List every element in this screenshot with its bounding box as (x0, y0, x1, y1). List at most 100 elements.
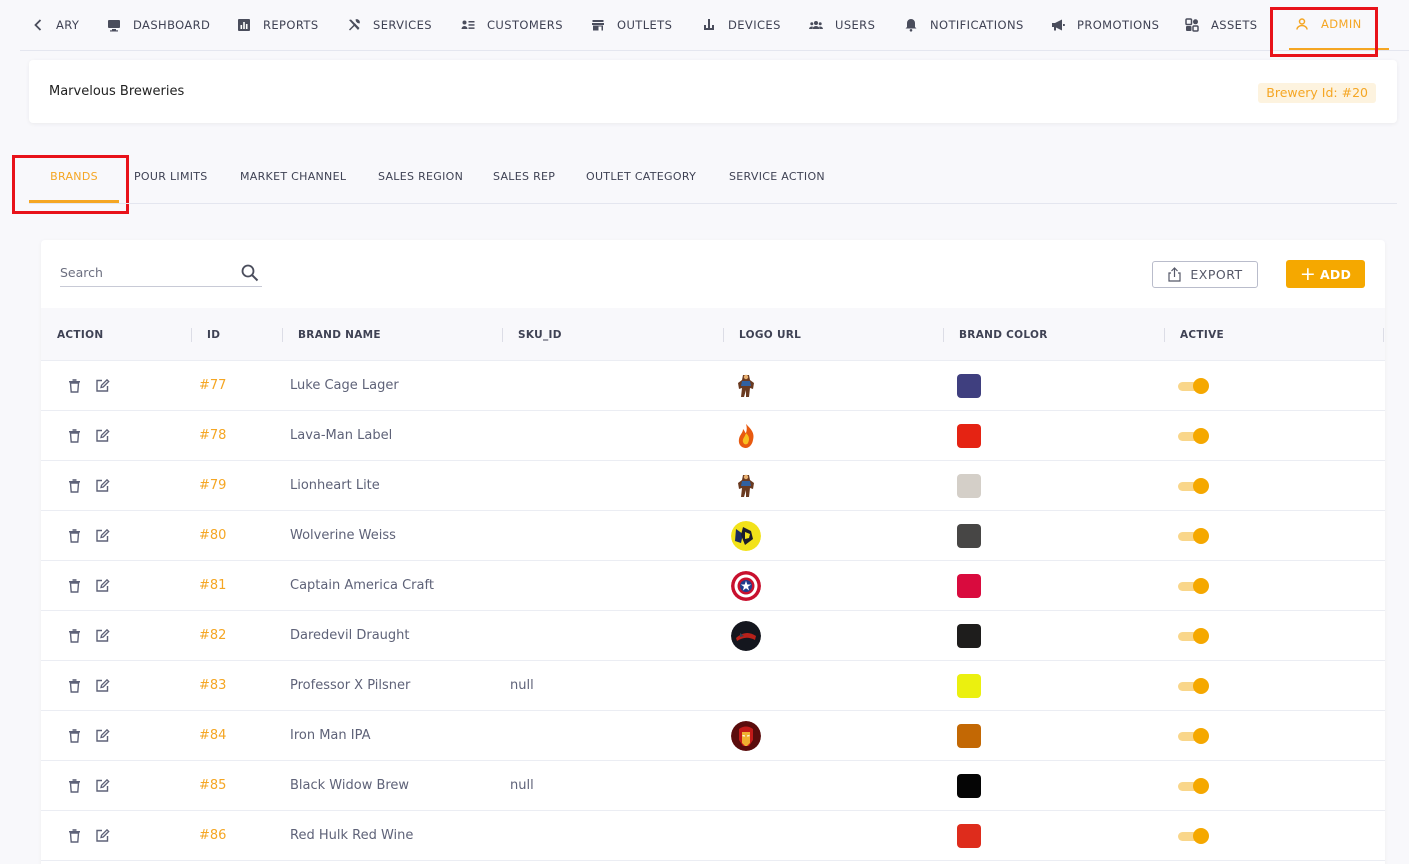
edit-icon[interactable] (95, 778, 110, 793)
table-row[interactable]: #78 Lava-Man Label (41, 411, 1385, 461)
table-row[interactable]: #85 Black Widow Brew null (41, 761, 1385, 811)
column-header-brand-name[interactable]: BRAND NAME (298, 328, 381, 341)
nav-item-services[interactable]: SERVICES (347, 0, 432, 50)
tab-pour-limits[interactable]: POUR LIMITS (134, 170, 208, 183)
megaphone-icon (1052, 19, 1065, 31)
active-toggle[interactable] (1178, 677, 1210, 694)
brand-id[interactable]: #84 (199, 728, 227, 743)
brand-color-swatch (957, 623, 981, 648)
share-export-icon (1168, 267, 1181, 282)
column-header-id[interactable]: ID (207, 328, 221, 341)
brand-id[interactable]: #82 (199, 628, 227, 643)
edit-icon[interactable] (95, 728, 110, 743)
active-toggle[interactable] (1178, 777, 1210, 794)
brand-id[interactable]: #83 (199, 678, 227, 693)
edit-icon[interactable] (95, 628, 110, 643)
active-toggle[interactable] (1178, 727, 1210, 744)
nav-item-library[interactable]: ARY (56, 18, 80, 32)
brand-id[interactable]: #81 (199, 578, 227, 593)
admin-subtabs: BRANDS POUR LIMITS MARKET CHANNEL SALES … (29, 150, 1397, 204)
active-toggle-cell (1178, 561, 1210, 610)
search-icon[interactable] (240, 263, 260, 283)
brand-logo-cell (731, 411, 761, 460)
nav-item-admin[interactable]: ADMIN (1289, 0, 1389, 50)
trash-icon[interactable] (67, 378, 82, 393)
search-input[interactable] (60, 260, 230, 285)
nav-item-customers[interactable]: CUSTOMERS (461, 0, 563, 50)
brand-name: Red Hulk Red Wine (290, 828, 414, 843)
nav-item-promotions[interactable]: PROMOTIONS (1051, 0, 1159, 50)
brand-logo (731, 570, 761, 601)
active-toggle[interactable] (1178, 827, 1210, 844)
trash-icon[interactable] (67, 678, 82, 693)
brand-id[interactable]: #85 (199, 778, 227, 793)
nav-item-notifications[interactable]: NOTIFICATIONS (904, 0, 1024, 50)
row-actions (67, 361, 110, 410)
trash-icon[interactable] (67, 578, 82, 593)
nav-item-reports[interactable]: REPORTS (237, 0, 319, 50)
column-divider (191, 328, 192, 342)
edit-icon[interactable] (95, 678, 110, 693)
trash-icon[interactable] (67, 428, 82, 443)
edit-icon[interactable] (95, 428, 110, 443)
chevron-left-icon[interactable] (30, 17, 46, 33)
nav-item-devices[interactable]: DEVICES (702, 0, 781, 50)
tab-market-channel[interactable]: MARKET CHANNEL (240, 170, 347, 183)
brand-logo-cell (731, 461, 761, 510)
trash-icon[interactable] (67, 778, 82, 793)
active-toggle[interactable] (1178, 527, 1210, 544)
brand-id[interactable]: #77 (199, 378, 227, 393)
table-row[interactable]: #80 Wolverine Weiss (41, 511, 1385, 561)
active-toggle[interactable] (1178, 427, 1210, 444)
table-row[interactable]: #81 Captain America Craft (41, 561, 1385, 611)
add-brand-button[interactable]: + ADD (1286, 260, 1365, 288)
brand-name: Lionheart Lite (290, 478, 380, 493)
active-toggle[interactable] (1178, 627, 1210, 644)
trash-icon[interactable] (67, 528, 82, 543)
active-toggle[interactable] (1178, 477, 1210, 494)
trash-icon[interactable] (67, 628, 82, 643)
table-row[interactable]: #83 Professor X Pilsner null (41, 661, 1385, 711)
tab-brands[interactable]: BRANDS (50, 170, 98, 183)
active-toggle[interactable] (1178, 377, 1210, 394)
brewery-header-card: Marvelous Breweries Brewery Id: #20 (29, 60, 1397, 123)
active-toggle[interactable] (1178, 577, 1210, 594)
table-row[interactable]: #84 Iron Man IPA (41, 711, 1385, 761)
table-row[interactable]: #77 Luke Cage Lager (41, 361, 1385, 411)
edit-icon[interactable] (95, 828, 110, 843)
edit-icon[interactable] (95, 378, 110, 393)
brand-id[interactable]: #78 (199, 428, 227, 443)
tab-sales-rep[interactable]: SALES REP (493, 170, 556, 183)
trash-icon[interactable] (67, 828, 82, 843)
table-row[interactable]: #82 Daredevil Draught (41, 611, 1385, 661)
brand-id[interactable]: #79 (199, 478, 227, 493)
column-header-logo-url[interactable]: LOGO URL (739, 328, 802, 341)
brand-logo-cell (731, 561, 761, 610)
column-header-brand-color[interactable]: BRAND COLOR (959, 328, 1048, 341)
column-header-action[interactable]: ACTION (57, 328, 104, 341)
nav-item-assets[interactable]: ASSETS (1185, 0, 1257, 50)
column-header-sku-id[interactable]: SKU_ID (518, 328, 562, 341)
nav-item-users[interactable]: USERS (809, 0, 875, 50)
trash-icon[interactable] (67, 728, 82, 743)
bar-chart-icon (238, 19, 250, 31)
active-toggle-cell (1178, 711, 1210, 760)
row-actions (67, 661, 110, 710)
edit-icon[interactable] (95, 478, 110, 493)
tab-sales-region[interactable]: SALES REGION (378, 170, 464, 183)
tab-service-action[interactable]: SERVICE ACTION (729, 170, 825, 183)
brand-id[interactable]: #86 (199, 828, 227, 843)
column-divider (1383, 328, 1384, 342)
nav-item-outlets[interactable]: OUTLETS (591, 0, 672, 50)
trash-icon[interactable] (67, 478, 82, 493)
column-header-active[interactable]: ACTIVE (1180, 328, 1224, 341)
export-button[interactable]: EXPORT (1152, 261, 1258, 288)
tab-outlet-category[interactable]: OUTLET CATEGORY (586, 170, 697, 183)
nav-item-dashboard[interactable]: DASHBOARD (107, 0, 210, 50)
brand-color-swatch (957, 523, 981, 548)
table-row[interactable]: #86 Red Hulk Red Wine (41, 811, 1385, 861)
table-row[interactable]: #79 Lionheart Lite (41, 461, 1385, 511)
edit-icon[interactable] (95, 528, 110, 543)
edit-icon[interactable] (95, 578, 110, 593)
brand-id[interactable]: #80 (199, 528, 227, 543)
